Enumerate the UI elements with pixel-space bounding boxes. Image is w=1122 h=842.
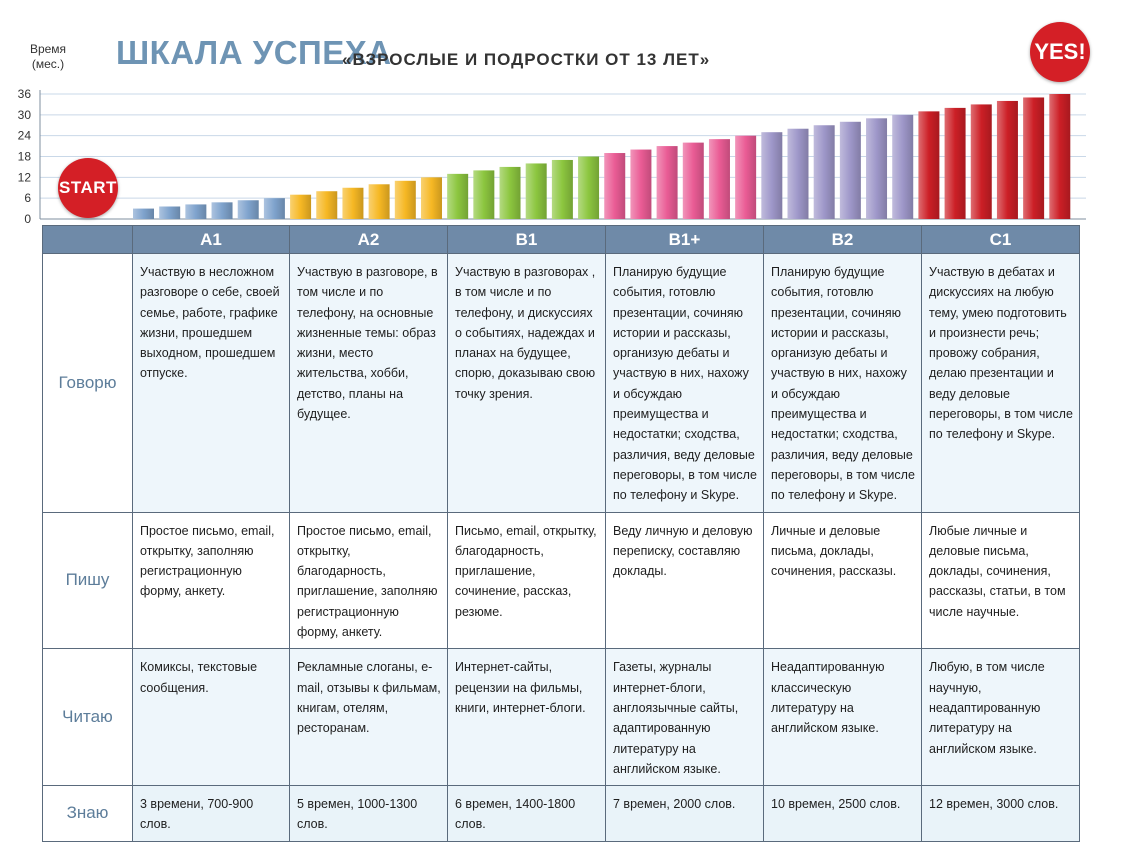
- table-cell: 5 времен, 1000-1300 слов.: [289, 785, 448, 842]
- table-cell: Письмо, email, открытку, благодарность, …: [447, 511, 606, 650]
- table-cell: Участвую в дебатах и дискуссиях на любую…: [921, 253, 1080, 513]
- table-cell: Участвую в несложном разговоре о себе, с…: [132, 253, 290, 513]
- row-label: Пишу: [42, 511, 133, 650]
- bar-a2: [394, 180, 416, 219]
- table-cell: Рекламные слоганы, e-mail, отзывы к филь…: [289, 648, 448, 787]
- y-axis-title: Время (мес.): [29, 42, 67, 71]
- y-tick-label: 30: [18, 108, 32, 122]
- table-cell: Простое письмо, email, открытку, благода…: [289, 511, 448, 650]
- levels-table: A1 A2 B1 B1+ B2 C1 Говорю Участвую в нес…: [42, 225, 1080, 842]
- bar-b2: [839, 121, 861, 219]
- y-tick-label: 24: [18, 129, 32, 143]
- timeline-bar-chart: 0 6 12 18 24 30 36: [18, 87, 1086, 226]
- bar-b2: [866, 118, 888, 219]
- bar-c1: [1049, 94, 1071, 219]
- level-header: B1: [447, 225, 606, 254]
- page-title: ШКАЛА УСПЕХА: [116, 34, 392, 71]
- bar-a1: [159, 206, 181, 219]
- table-cell: 3 времени, 700-900 слов.: [132, 785, 290, 842]
- bar-b1-plus: [682, 142, 704, 219]
- bar-b1: [447, 173, 469, 219]
- skill-row-knowledge: Знаю 3 времени, 700-900 слов. 5 времен, …: [42, 785, 1080, 842]
- table-cell: 12 времен, 3000 слов.: [921, 785, 1080, 842]
- start-badge: START: [58, 158, 118, 218]
- table-cell: Неадаптированную классическую литературу…: [763, 648, 922, 787]
- bar-c1: [1023, 97, 1045, 219]
- table-cell: Планирую будущие события, готовлю презен…: [763, 253, 922, 513]
- page-subtitle: «ВЗРОСЛЫЕ И ПОДРОСТКИ ОТ 13 ЛЕТ»: [342, 50, 711, 69]
- bar-a1: [185, 204, 207, 219]
- y-tick-label: 36: [18, 87, 32, 101]
- skill-row-reading: Читаю Комиксы, текстовые сообщения. Рекл…: [42, 648, 1080, 787]
- table-cell: 6 времен, 1400-1800 слов.: [447, 785, 606, 842]
- bar-a1: [263, 198, 285, 219]
- bar-b2: [813, 125, 835, 219]
- level-header: C1: [921, 225, 1080, 254]
- level-header: A2: [289, 225, 448, 254]
- table-cell: Участвую в разговоре, в том числе и по т…: [289, 253, 448, 513]
- bar-a1: [133, 208, 154, 219]
- level-header: A1: [132, 225, 290, 254]
- table-cell: Простое письмо, email, открытку, заполня…: [132, 511, 290, 650]
- bar-a1: [211, 202, 233, 219]
- row-label: Читаю: [42, 648, 133, 787]
- yes-badge: YES!: [1030, 22, 1090, 82]
- y-tick-label: 12: [18, 170, 32, 184]
- bar-b1-plus: [708, 139, 730, 219]
- y-tick-label: 0: [24, 212, 31, 226]
- bar-b1: [525, 163, 547, 219]
- bar-b1: [551, 159, 573, 219]
- bar-a2: [316, 191, 338, 219]
- table-cell: Газеты, журналы интернет-блоги, англоязы…: [605, 648, 764, 787]
- y-tick-label: 6: [24, 191, 31, 205]
- bar-b1-plus: [630, 149, 652, 219]
- bar-c1: [996, 100, 1018, 219]
- bar-b2: [787, 128, 809, 219]
- bar-b1-plus: [656, 146, 678, 219]
- skill-row-speaking: Говорю Участвую в несложном разговоре о …: [42, 253, 1080, 513]
- level-header: B2: [763, 225, 922, 254]
- bar-b1-plus: [604, 153, 626, 219]
- bar-a2: [368, 184, 390, 219]
- table-cell: Участвую в разговорах , в том числе и по…: [447, 253, 606, 513]
- bar-c1: [970, 104, 992, 219]
- table-cell: Любую, в том числе научную, неадаптирова…: [921, 648, 1080, 787]
- row-label: Знаю: [42, 785, 133, 842]
- bar-a2: [290, 194, 312, 219]
- table-cell: Планирую будущие события, готовлю презен…: [605, 253, 764, 513]
- bar-b2: [892, 114, 914, 219]
- bar-b1: [578, 156, 600, 219]
- bar-b1-plus: [735, 135, 757, 219]
- bar-b1: [473, 170, 495, 219]
- table-cell: 7 времен, 2000 слов.: [605, 785, 764, 842]
- header-corner: [42, 225, 133, 254]
- table-cell: Веду личную и деловую переписку, составл…: [605, 511, 764, 650]
- table-cell: Личные и деловые письма, доклады, сочине…: [763, 511, 922, 650]
- bar-b1: [499, 166, 521, 219]
- table-cell: Комиксы, текстовые сообщения.: [132, 648, 290, 787]
- table-cell: Интернет-сайты, рецензии на фильмы, книг…: [447, 648, 606, 787]
- bar-c1: [918, 111, 940, 219]
- skill-row-writing: Пишу Простое письмо, email, открытку, за…: [42, 511, 1080, 650]
- bar-a1: [237, 200, 259, 219]
- table-cell: 10 времен, 2500 слов.: [763, 785, 922, 842]
- levels-header-row: A1 A2 B1 B1+ B2 C1: [42, 225, 1080, 254]
- level-header: B1+: [605, 225, 764, 254]
- y-tick-label: 18: [18, 150, 32, 164]
- table-cell: Любые личные и деловые письма, доклады, …: [921, 511, 1080, 650]
- row-label: Говорю: [42, 253, 133, 513]
- bar-b2: [761, 132, 783, 219]
- bar-a2: [420, 177, 442, 219]
- bar-c1: [944, 107, 966, 219]
- bar-a2: [342, 187, 364, 219]
